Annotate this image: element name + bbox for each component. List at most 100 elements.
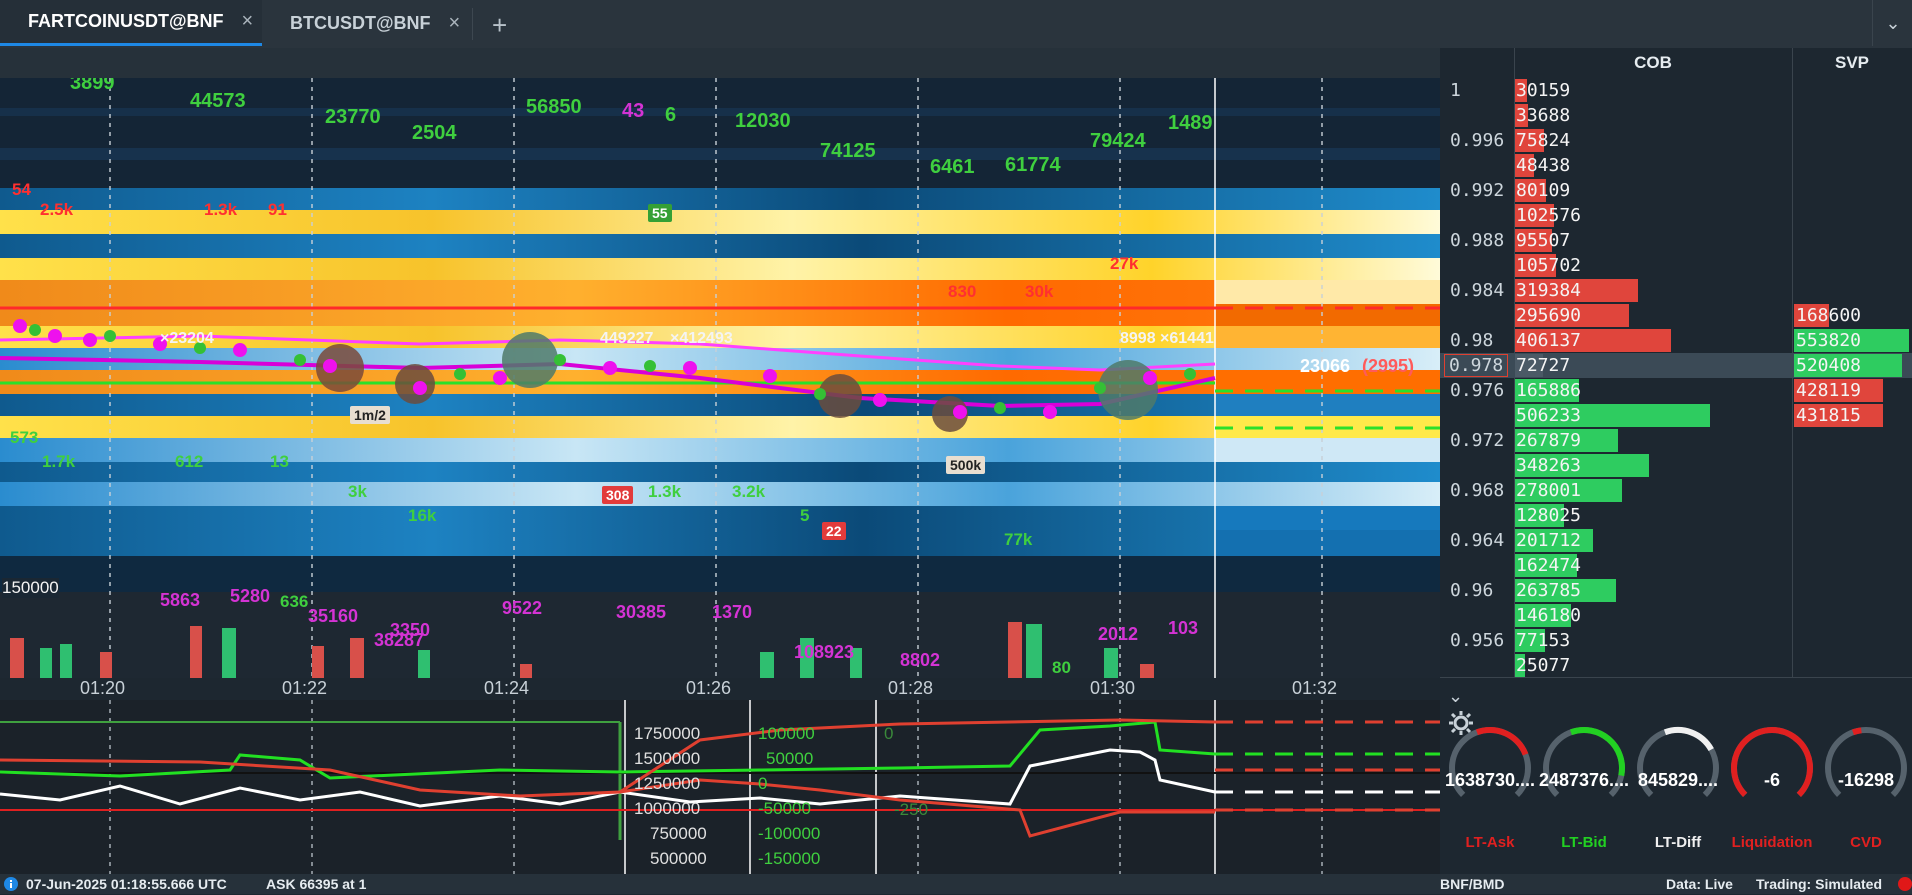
cob-bar bbox=[1515, 429, 1619, 452]
heatmap-chart[interactable]: 3899 44573 23770 2504 56850 43 6 12030 7… bbox=[0, 78, 1440, 678]
cob-bar bbox=[1515, 654, 1525, 677]
svp-value: 428119 bbox=[1796, 380, 1862, 401]
ladder-row[interactable]: 48438 bbox=[1440, 153, 1912, 178]
ladder-row[interactable]: 0.992 80109 bbox=[1440, 178, 1912, 203]
gauge-fill bbox=[1663, 727, 1714, 752]
close-icon[interactable]: × bbox=[241, 10, 254, 32]
ladder-row[interactable]: 295690 168600 bbox=[1440, 303, 1912, 328]
ladder-row[interactable]: 348263 bbox=[1440, 453, 1912, 478]
ladder-row[interactable]: 0.956 77153 bbox=[1440, 628, 1912, 653]
annotation-box: 1m/2 bbox=[350, 406, 390, 424]
heatmap-bands bbox=[0, 78, 1440, 678]
ladder-row[interactable]: 0.972 267879 bbox=[1440, 428, 1912, 453]
cob-bar bbox=[1515, 254, 1556, 277]
info-icon[interactable] bbox=[3, 876, 19, 895]
ladder-row[interactable]: 0.978 72727 520408 bbox=[1440, 353, 1912, 378]
ladder-row[interactable]: 102576 bbox=[1440, 203, 1912, 228]
trade-bubble-label: 61774 bbox=[1005, 154, 1061, 176]
close-icon[interactable]: × bbox=[448, 11, 461, 34]
trade-bubble-label: 6461 bbox=[930, 156, 975, 178]
cob-bar bbox=[1515, 129, 1545, 152]
cob-value: 506233 bbox=[1516, 405, 1582, 426]
cob-value: 77153 bbox=[1516, 630, 1571, 651]
absorption-label: 5 bbox=[800, 506, 810, 525]
ladder-row[interactable]: 1 30159 bbox=[1440, 78, 1912, 103]
subchart-mini-label: 0 bbox=[884, 724, 894, 743]
cob-value: 348263 bbox=[1516, 455, 1582, 476]
ladder-row[interactable]: 25077 bbox=[1440, 653, 1912, 678]
cob-header: COB bbox=[1634, 53, 1672, 72]
gauge-value: 845829.... bbox=[1637, 770, 1719, 790]
tab-fartcoin[interactable]: FARTCOINUSDT@BNF × bbox=[0, 0, 262, 46]
time-tick: 01:32 bbox=[1292, 678, 1338, 698]
cob-value: 165886 bbox=[1516, 380, 1582, 401]
cob-value: 267879 bbox=[1516, 430, 1582, 451]
ladder-row[interactable]: 146180 bbox=[1440, 603, 1912, 628]
cob-value: 102576 bbox=[1516, 205, 1582, 226]
chevron-down-icon[interactable]: ⌄ bbox=[1448, 686, 1464, 706]
gauge-lt-bid: 2487376.... LT-Bid bbox=[1538, 722, 1630, 851]
ladder-price: 0.972 bbox=[1450, 430, 1505, 451]
cob-value: 201712 bbox=[1516, 530, 1582, 551]
ladder-price: 0.964 bbox=[1450, 530, 1505, 551]
ladder-row[interactable]: 0.996 75824 bbox=[1440, 128, 1912, 153]
ladder-row[interactable]: 0.968 278001 bbox=[1440, 478, 1912, 503]
add-tab-icon[interactable]: + bbox=[492, 10, 508, 40]
cob-value: 75824 bbox=[1516, 130, 1571, 151]
liquidation-label: 2.5k bbox=[40, 200, 74, 219]
count-box: 55 bbox=[648, 204, 672, 222]
absorption-label: 1.7k bbox=[42, 452, 76, 471]
liquidation-label: 830 bbox=[948, 282, 977, 301]
order-book-ladder[interactable]: COB SVP 1 30159 33688 0.996 75824 48438 0.992 8… bbox=[1440, 48, 1912, 678]
cob-bar bbox=[1515, 204, 1555, 227]
level-label: 150000 bbox=[2, 578, 59, 598]
trade-bubble-label: 9522 bbox=[502, 598, 543, 618]
ladder-row[interactable]: 0.976 165886 428119 bbox=[1440, 378, 1912, 403]
gauge-fill bbox=[1569, 727, 1625, 777]
ladder-row[interactable]: 0.964 201712 bbox=[1440, 528, 1912, 553]
liquidation-label: 30k bbox=[1025, 282, 1054, 301]
cob-value: 48438 bbox=[1516, 155, 1571, 176]
ladder-price: 0.984 bbox=[1450, 280, 1505, 301]
float-text: 449227 bbox=[600, 330, 654, 347]
ladder-row[interactable]: 162474 bbox=[1440, 553, 1912, 578]
gauge-label: LT-Diff bbox=[1654, 834, 1702, 851]
gauge-cvd: -16298 CVD bbox=[1820, 722, 1912, 851]
ladder-price: 0.968 bbox=[1450, 480, 1505, 501]
subchart-y2-tick: 0 bbox=[758, 774, 768, 793]
cob-bar bbox=[1515, 79, 1527, 102]
time-tick: 01:26 bbox=[686, 678, 732, 698]
gauge-dial bbox=[1731, 727, 1813, 797]
status-bar: 07-Jun-2025 01:18:55.666 UTC ASK 66395 a… bbox=[0, 874, 1912, 894]
cob-bar bbox=[1515, 329, 1672, 352]
ladder-row[interactable]: 105702 bbox=[1440, 253, 1912, 278]
gauge-track bbox=[1825, 727, 1907, 797]
indicator-subchart[interactable]: 1750000 1500000 1250000 1000000 750000 5… bbox=[0, 700, 1440, 874]
cob-bar bbox=[1515, 504, 1565, 527]
cob-bar bbox=[1515, 629, 1545, 652]
ladder-row[interactable]: 128025 bbox=[1440, 503, 1912, 528]
chevron-down-icon[interactable]: ⌄ bbox=[1872, 0, 1912, 46]
ladder-price: 0.988 bbox=[1450, 230, 1505, 251]
ladder-row[interactable]: 0.984 319384 bbox=[1440, 278, 1912, 303]
tab-btcusdt[interactable]: BTCUSDT@BNF × bbox=[290, 0, 470, 46]
trade-bubble-label: 5280 bbox=[230, 586, 271, 606]
time-tick: 01:22 bbox=[282, 678, 328, 698]
cob-value: 72727 bbox=[1516, 355, 1571, 376]
cob-value: 25077 bbox=[1516, 655, 1571, 676]
gear-icon[interactable] bbox=[1448, 710, 1474, 741]
trade-bubble-label: 108923 bbox=[794, 642, 855, 662]
ladder-row[interactable]: 0.988 95507 bbox=[1440, 228, 1912, 253]
gauge-value: -16298 bbox=[1837, 770, 1895, 790]
svp-value: 431815 bbox=[1796, 405, 1862, 426]
ladder-row[interactable]: 0.98 406137 553820 bbox=[1440, 328, 1912, 353]
gauge-fill bbox=[1731, 727, 1813, 797]
chart-toolbar-strip bbox=[0, 48, 1512, 78]
ladder-row[interactable]: 33688 bbox=[1440, 103, 1912, 128]
ladder-row[interactable]: 506233 431815 bbox=[1440, 403, 1912, 428]
ladder-row[interactable]: 0.96 263785 bbox=[1440, 578, 1912, 603]
svp-bar bbox=[1794, 354, 1902, 377]
svp-value: 553820 bbox=[1796, 330, 1862, 351]
subchart-y2-tick: 50000 bbox=[766, 749, 814, 768]
svp-bar bbox=[1794, 379, 1883, 402]
